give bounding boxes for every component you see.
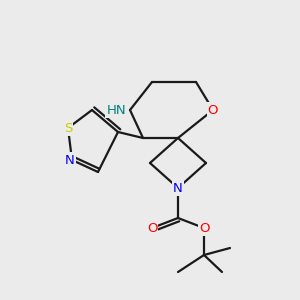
Text: N: N	[173, 182, 183, 194]
Text: O: O	[199, 221, 209, 235]
Text: N: N	[65, 154, 75, 166]
Text: O: O	[208, 103, 218, 116]
Text: HN: HN	[106, 103, 126, 116]
Text: O: O	[147, 221, 157, 235]
Text: S: S	[64, 122, 72, 134]
